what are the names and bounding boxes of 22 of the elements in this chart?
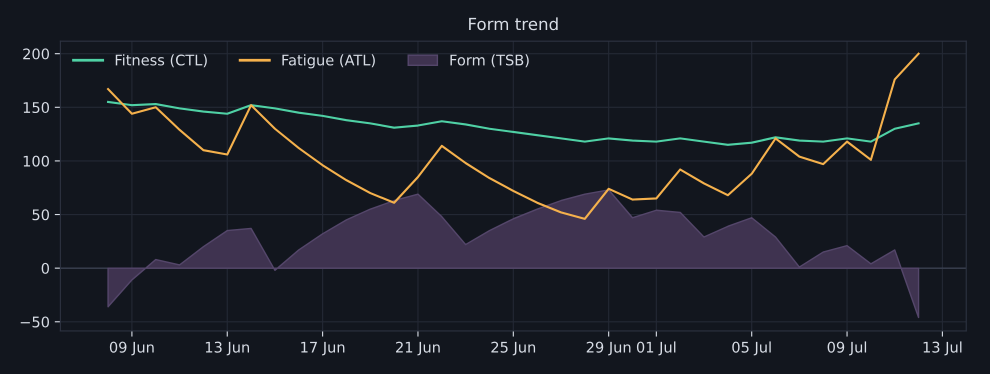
legend-label: Fatigue (ATL) [282,54,375,68]
y-tick-label: −50 [20,316,50,328]
line-series [107,52,920,220]
x-tick-label: 01 Jul [636,341,676,356]
legend-label: Fitness (CTL) [116,54,207,68]
x-tick-label: 29 Jun [586,342,630,356]
x-tick-label: 09 Jul [828,341,866,356]
x-tick-label: 13 Jun [206,342,250,356]
x-tick-label: 05 Jul [732,341,771,356]
x-tick-label: 13 Jul [924,341,962,356]
line-series [107,100,920,146]
y-tick-label: 200 [23,48,50,60]
legend-label: Form (TSB) [450,54,529,68]
x-tick-label: 21 Jun [396,342,440,356]
y-tick-label: 0 [42,262,50,274]
y-tick-label: 50 [32,209,50,220]
y-tick-label: 100 [24,156,50,167]
x-tick-label: 17 Jun [301,342,344,356]
x-tick-label: 25 Jun [491,342,536,356]
x-tick-label: 09 Jun [110,342,154,356]
chart-title: Form trend [469,17,558,30]
y-tick-label: 150 [24,102,50,114]
